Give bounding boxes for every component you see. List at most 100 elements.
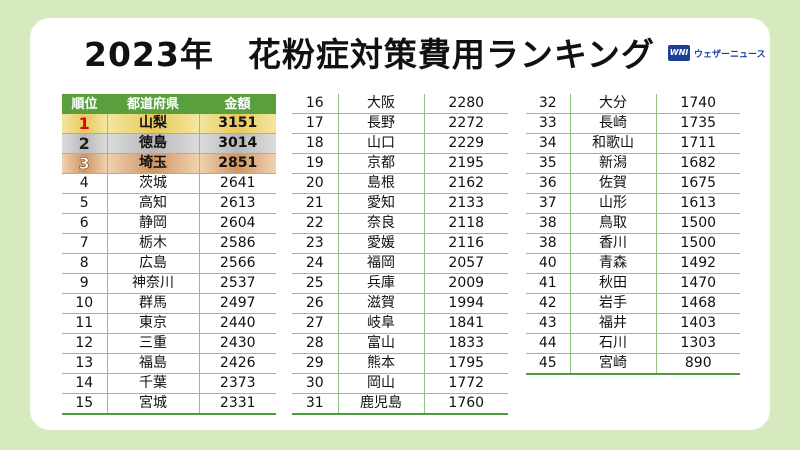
amount-cell: 1735	[656, 113, 740, 134]
header-rank: 順位	[62, 94, 107, 114]
rank-cell: 31	[292, 393, 338, 415]
table-row: 30 岡山 1772	[292, 373, 508, 394]
prefecture-cell: 岡山	[337, 373, 425, 394]
prefecture-cell: 福井	[569, 313, 657, 334]
amount-cell: 1500	[656, 233, 740, 254]
prefecture-cell: 岐阜	[337, 313, 425, 334]
rank-cell: 11	[62, 313, 107, 334]
rank-cell: 32	[526, 94, 570, 114]
rank-cell: 43	[526, 313, 570, 334]
table-row: 29 熊本 1795	[292, 353, 508, 374]
prefecture-cell: 富山	[337, 333, 425, 354]
table-row: 45 宮崎 890	[526, 353, 740, 375]
amount-cell: 2057	[424, 253, 508, 274]
prefecture-cell: 東京	[106, 313, 200, 334]
rank-cell: 15	[62, 393, 107, 415]
prefecture-cell: 京都	[337, 153, 425, 174]
logo-mark: WNI	[668, 45, 690, 61]
rank-cell: 42	[526, 293, 570, 314]
prefecture-cell: 山形	[569, 193, 657, 214]
amount-cell: 1795	[424, 353, 508, 374]
amount-cell: 1470	[656, 273, 740, 294]
table-row: 28 富山 1833	[292, 333, 508, 354]
rank-cell: 4	[62, 173, 107, 194]
table-row: 7 栃木 2586	[62, 233, 276, 254]
prefecture-cell: 徳島	[106, 133, 200, 154]
prefecture-cell: 鳥取	[569, 213, 657, 234]
amount-cell: 2440	[199, 313, 276, 334]
rank-cell: 36	[526, 173, 570, 194]
rank-cell: 1	[62, 114, 107, 134]
table-row: 9 神奈川 2537	[62, 273, 276, 294]
weathernews-logo: WNI ウェザーニュース	[668, 42, 766, 64]
prefecture-cell: 大分	[569, 94, 657, 114]
amount-cell: 1760	[424, 393, 508, 415]
prefecture-cell: 島根	[337, 173, 425, 194]
table-row: 23 愛媛 2116	[292, 233, 508, 254]
amount-cell: 2373	[199, 373, 276, 394]
rank-cell: 17	[292, 113, 338, 134]
prefecture-cell: 岩手	[569, 293, 657, 314]
table-row: 22 奈良 2118	[292, 213, 508, 234]
table-row: 25 兵庫 2009	[292, 273, 508, 294]
amount-cell: 890	[656, 353, 740, 375]
table-row: 19 京都 2195	[292, 153, 508, 174]
amount-cell: 3014	[199, 133, 276, 154]
header-prefecture: 都道府県	[107, 94, 199, 114]
table-row: 12 三重 2430	[62, 333, 276, 354]
table-row: 24 福岡 2057	[292, 253, 508, 274]
table-row: 4 茨城 2641	[62, 173, 276, 194]
amount-cell: 1682	[656, 153, 740, 174]
prefecture-cell: 大阪	[337, 94, 425, 114]
rank-cell: 22	[292, 213, 338, 234]
title-year: 2023年	[84, 35, 214, 74]
rank-cell: 20	[292, 173, 338, 194]
prefecture-cell: 福岡	[337, 253, 425, 274]
amount-cell: 1613	[656, 193, 740, 214]
table-row: 38 香川 1500	[526, 233, 740, 254]
page-title: 2023年 花粉症対策費用ランキング	[84, 28, 655, 76]
table-row: 14 千葉 2373	[62, 373, 276, 394]
rank-cell: 21	[292, 193, 338, 214]
amount-cell: 1994	[424, 293, 508, 314]
rank-cell: 18	[292, 133, 338, 154]
amount-cell: 1500	[656, 213, 740, 234]
amount-cell: 2641	[199, 173, 276, 194]
prefecture-cell: 滋賀	[337, 293, 425, 314]
table-row: 31 鹿児島 1760	[292, 393, 508, 415]
rank-cell: 34	[526, 133, 570, 154]
prefecture-cell: 奈良	[337, 213, 425, 234]
amount-cell: 2195	[424, 153, 508, 174]
amount-cell: 2229	[424, 133, 508, 154]
prefecture-cell: 群馬	[106, 293, 200, 314]
table-row: 11 東京 2440	[62, 313, 276, 334]
amount-cell: 2118	[424, 213, 508, 234]
table-row: 44 石川 1303	[526, 333, 740, 354]
amount-cell: 2613	[199, 193, 276, 214]
prefecture-cell: 長野	[337, 113, 425, 134]
prefecture-cell: 佐賀	[569, 173, 657, 194]
prefecture-cell: 和歌山	[569, 133, 657, 154]
prefecture-cell: 熊本	[337, 353, 425, 374]
prefecture-cell: 青森	[569, 253, 657, 274]
prefecture-cell: 愛知	[337, 193, 425, 214]
prefecture-cell: 香川	[569, 233, 657, 254]
rank-cell: 44	[526, 333, 570, 354]
rank-cell: 24	[292, 253, 338, 274]
rank-cell: 38	[526, 233, 570, 254]
prefecture-cell: 秋田	[569, 273, 657, 294]
prefecture-cell: 愛媛	[337, 233, 425, 254]
rank-cell: 45	[526, 353, 570, 375]
rank-cell: 33	[526, 113, 570, 134]
amount-cell: 1740	[656, 94, 740, 114]
ranking-table-1: 順位 都道府県 金額 1 山梨 3151 2 徳島 3014 3 埼玉 2851 4 茨城 2641 5…	[62, 94, 276, 415]
table-row: 1 山梨 3151	[62, 114, 276, 134]
table-row: 35 新潟 1682	[526, 153, 740, 174]
table-row: 43 福井 1403	[526, 313, 740, 334]
amount-cell: 1492	[656, 253, 740, 274]
rank-cell: 2	[62, 133, 107, 154]
prefecture-cell: 山口	[337, 133, 425, 154]
prefecture-cell: 兵庫	[337, 273, 425, 294]
amount-cell: 1303	[656, 333, 740, 354]
logo-text: ウェザーニュース	[694, 49, 766, 60]
